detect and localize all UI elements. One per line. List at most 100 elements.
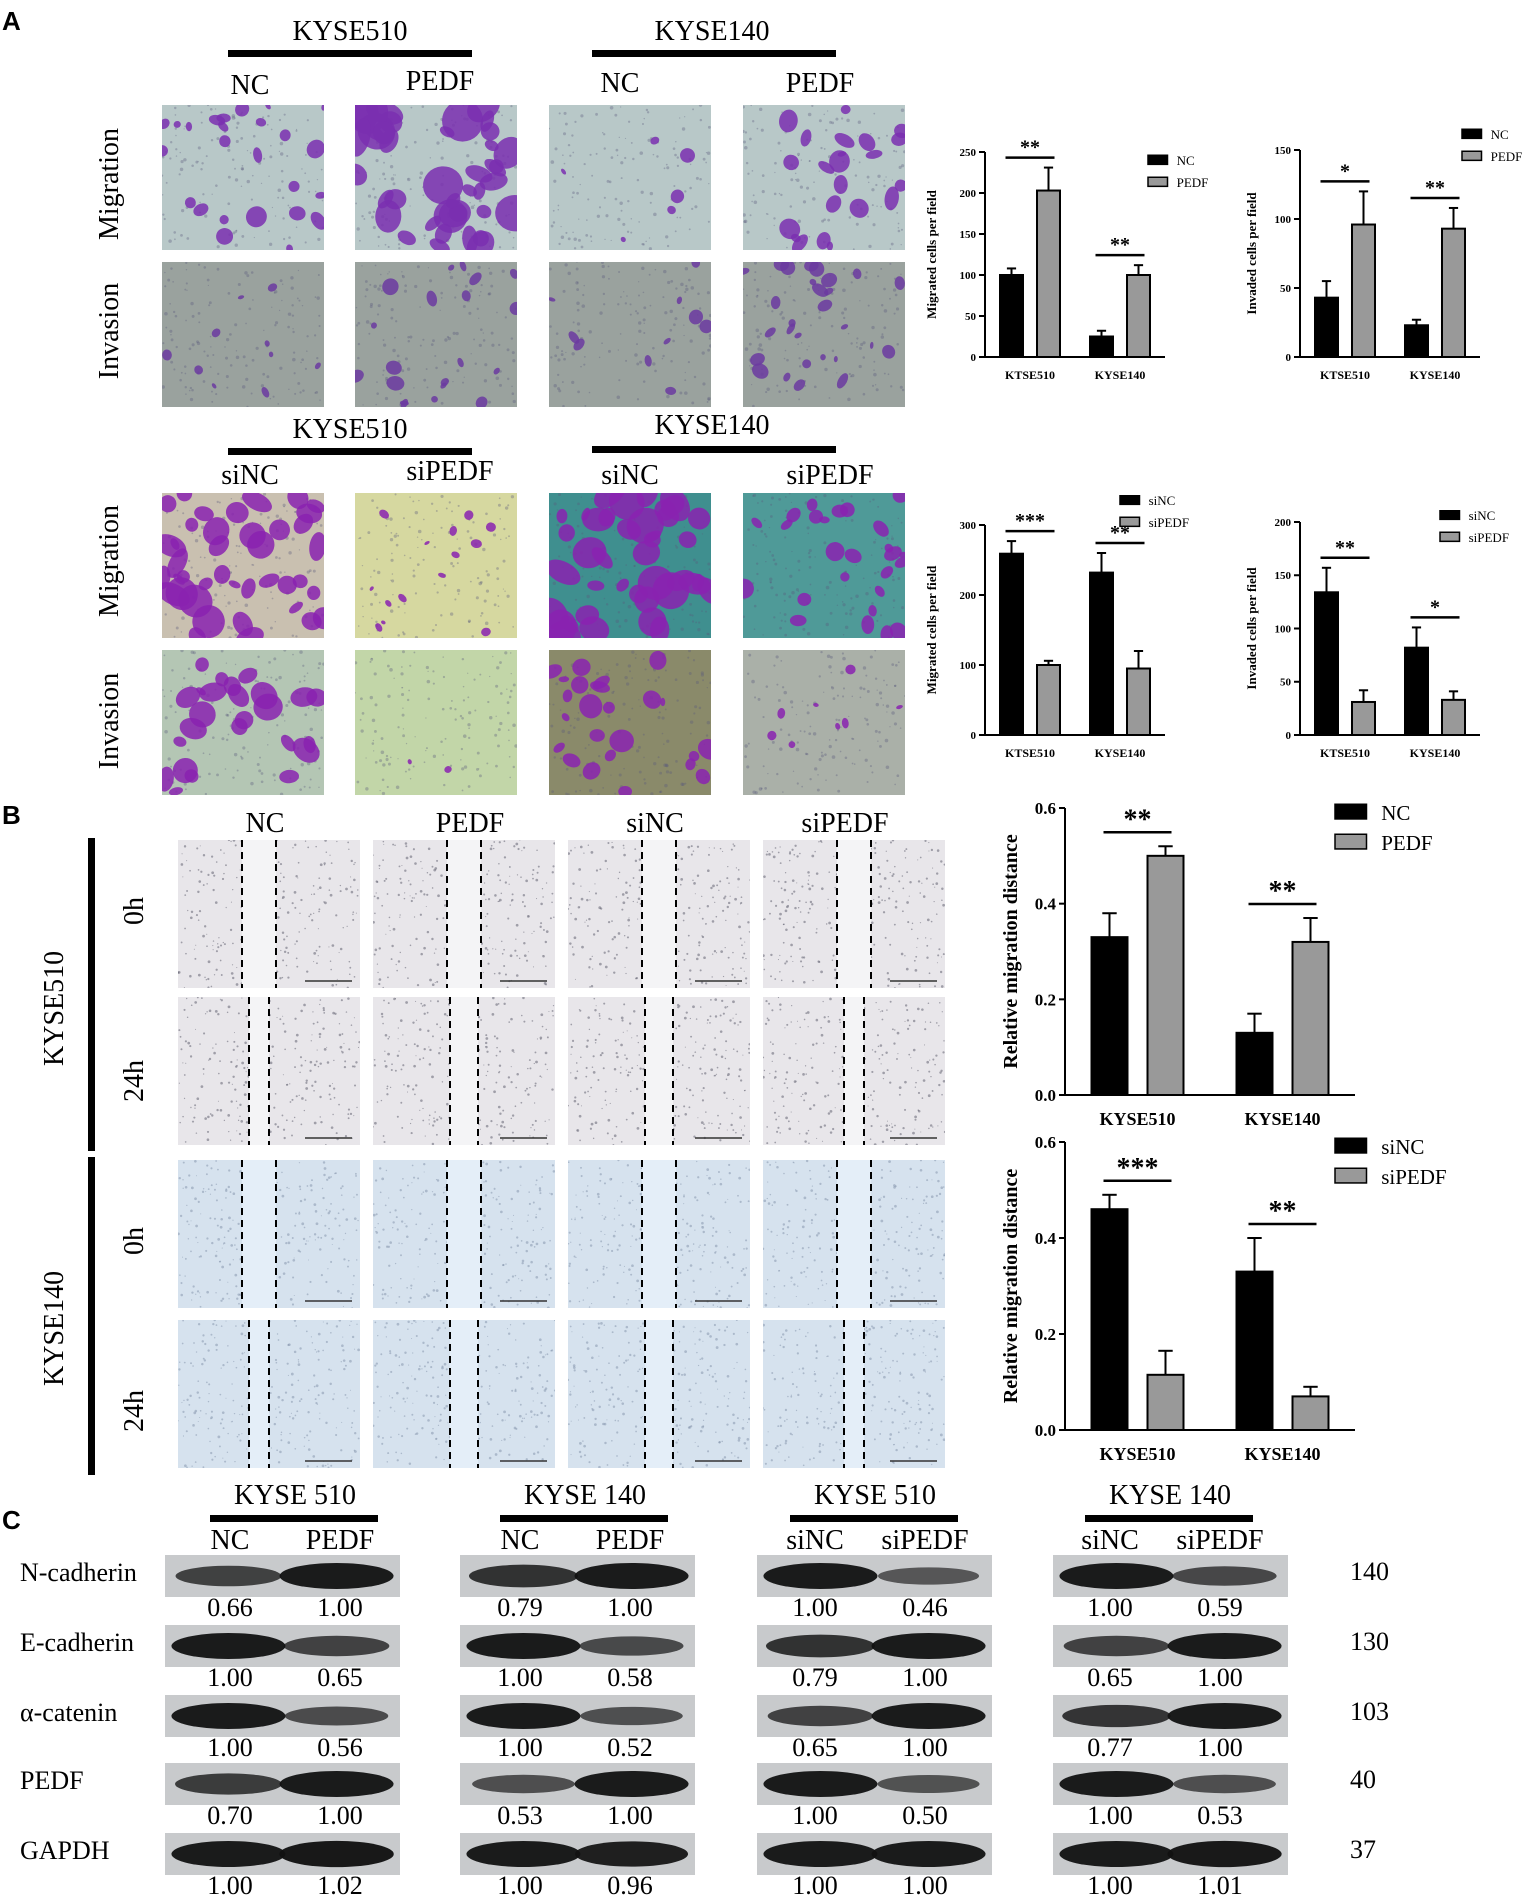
legend-swatch [1462,129,1482,138]
legend-swatch [1335,804,1367,819]
blot-strip [1053,1833,1288,1875]
blot-strip [165,1625,400,1667]
blot-band [1168,1703,1282,1729]
cond-label: siNC [610,808,700,840]
cond-label: siPEDF [765,460,895,492]
significance-label: *** [1117,1153,1159,1184]
blot-strip [460,1625,695,1667]
cond-label: NC [210,70,290,102]
blot-band [575,1771,689,1797]
header-kyse140-bottom: KYSE140 [592,410,832,442]
scratch-image [373,1160,555,1308]
header-bar [1085,1515,1253,1522]
micrograph-migration [355,493,517,638]
micrograph-migration [162,105,324,250]
blot-band [171,1633,285,1659]
micrograph-migration [743,493,905,638]
bar [1352,225,1375,357]
densitometry-value: 0.50 [880,1801,970,1831]
legend-label: NC [1491,127,1509,142]
blot-band [280,1563,394,1589]
y-tick-label: 50 [1280,283,1292,295]
header-bar [228,448,472,455]
densitometry-value: 1.00 [880,1663,970,1693]
blot-band [284,1636,390,1656]
blot-band [878,1775,980,1793]
time-label: 24h [119,1056,151,1106]
scratch-image [568,997,750,1145]
bar [1293,942,1329,1095]
scratch-image [373,997,555,1145]
blot-band [872,1841,986,1867]
y-tick-label: 200 [960,590,977,602]
bar [1148,856,1184,1095]
row-label-migration: Migration [94,481,126,641]
y-tick-label: 0.6 [1035,799,1056,818]
row-label-migration: Migration [94,104,126,264]
densitometry-value: 1.00 [770,1871,860,1901]
blot-band [575,1841,688,1866]
blot-strip [757,1625,992,1667]
y-tick-label: 50 [965,311,977,323]
blot-band [575,1563,689,1589]
blot-band [285,1707,388,1726]
bar [1037,191,1060,357]
blot-band [768,1706,874,1726]
significance-label: ** [1335,537,1355,559]
densitometry-value: 1.00 [585,1593,675,1623]
significance-label: ** [1020,137,1040,159]
scratch-image [763,840,945,988]
significance-label: *** [1015,510,1045,532]
y-tick-label: 100 [1275,214,1292,226]
blot-strip [165,1555,400,1597]
legend-label: siNC [1381,1135,1424,1159]
scratch-image [568,840,750,988]
y-tick-label: 0.0 [1035,1086,1056,1105]
blot-band [1059,1841,1173,1867]
densitometry-value: 1.00 [185,1871,275,1901]
header-bar [210,1515,378,1522]
micrograph-migration [549,105,711,250]
micrograph-invasion [743,262,905,407]
blot-band [878,1567,979,1584]
blot-band [872,1703,986,1729]
densitometry-value: 0.96 [585,1871,675,1901]
legend-label: PEDF [1491,149,1523,164]
cell-label-kyse510: KYSE510 [39,956,71,1066]
scratch-image [763,997,945,1145]
category-label: KYSE510 [1099,1444,1175,1464]
bar [1127,669,1150,736]
cond-label: siNC [200,460,300,492]
legend-swatch [1120,517,1140,526]
bar [1127,275,1150,357]
protein-label: α-catenin [20,1698,117,1728]
header-kyse510-bottom: KYSE510 [230,414,470,446]
wb-cell-header: KYSE 140 [1040,1480,1300,1512]
y-tick-label: 0.2 [1035,990,1056,1009]
header-bar [228,50,472,57]
legend-swatch [1462,151,1482,160]
blot-band [1167,1841,1281,1867]
densitometry-value: 0.58 [585,1663,675,1693]
densitometry-value: 0.79 [475,1593,565,1623]
legend-label: PEDF [1381,831,1432,855]
y-tick-label: 300 [960,520,977,532]
bar [1092,1209,1128,1430]
blot-strip [1053,1555,1288,1597]
significance-label: ** [1110,234,1130,256]
densitometry-value: 0.65 [770,1733,860,1763]
densitometry-value: 0.65 [1065,1663,1155,1693]
blot-band [171,1703,285,1729]
blot-strip [460,1695,695,1737]
kda-label: 103 [1350,1697,1389,1727]
micrograph-invasion [549,262,711,407]
densitometry-value: 0.53 [1175,1801,1265,1831]
legend-swatch [1335,834,1367,849]
y-tick-label: 0.0 [1035,1421,1056,1440]
y-tick-label: 150 [960,229,977,241]
densitometry-value: 0.52 [585,1733,675,1763]
scratch-image [568,1160,750,1308]
blot-band [466,1841,580,1867]
